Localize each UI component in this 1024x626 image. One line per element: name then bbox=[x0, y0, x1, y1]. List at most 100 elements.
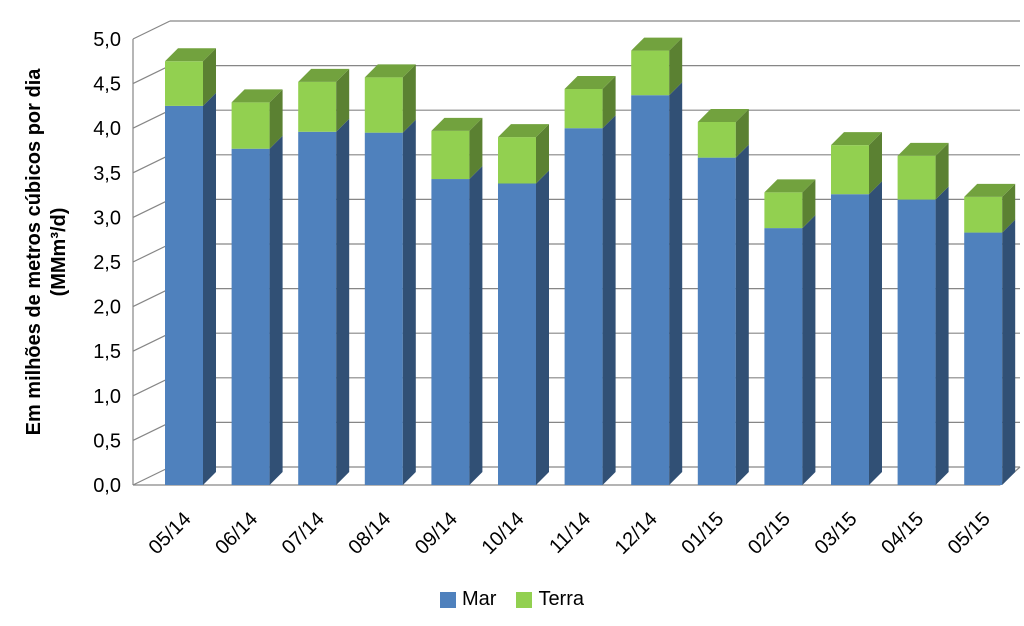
bar-segment-mar bbox=[431, 166, 483, 485]
bar-front bbox=[431, 130, 470, 180]
gridline-side bbox=[132, 466, 171, 486]
bar-front bbox=[564, 128, 603, 485]
bar-segment-terra bbox=[231, 89, 283, 149]
x-tick-label: 07/14 bbox=[278, 508, 329, 559]
x-tick-label: 01/15 bbox=[677, 508, 728, 559]
x-tick-label: 10/14 bbox=[478, 508, 529, 559]
bar-top bbox=[631, 37, 683, 51]
legend-swatch-mar bbox=[439, 591, 456, 608]
bars bbox=[165, 37, 1016, 486]
bar-segment-terra bbox=[697, 108, 749, 158]
gridline-side bbox=[132, 198, 171, 218]
bar-segment-terra bbox=[498, 124, 549, 184]
bar-segment-terra bbox=[431, 117, 483, 180]
x-tick-label: 06/14 bbox=[211, 508, 262, 559]
gridline-side bbox=[132, 20, 171, 40]
bar-front bbox=[631, 50, 670, 96]
bar-front bbox=[831, 145, 869, 195]
bar-side bbox=[802, 179, 816, 229]
bar-side bbox=[669, 82, 683, 486]
bar-side bbox=[869, 132, 882, 195]
gridline-side bbox=[132, 65, 171, 85]
y-tick-label: 1,0 bbox=[93, 386, 121, 408]
bar-segment-terra bbox=[364, 64, 416, 133]
bar-top bbox=[231, 89, 283, 103]
gridline-side bbox=[132, 154, 171, 174]
y-tick-label: 3,0 bbox=[93, 207, 121, 229]
bar-side bbox=[1002, 219, 1016, 485]
bar-segment-mar bbox=[564, 115, 616, 485]
bar-front bbox=[897, 155, 936, 200]
bar-top bbox=[298, 68, 350, 82]
bar-top bbox=[431, 117, 483, 131]
y-tick-label: 3,5 bbox=[93, 163, 121, 185]
bar-front bbox=[231, 148, 270, 485]
y-axis-label-line-1: Em milhões de metros cúbicos por dia bbox=[23, 68, 45, 436]
bar-front bbox=[764, 228, 803, 485]
legend: Mar Terra bbox=[0, 588, 1024, 611]
gridline-side bbox=[132, 377, 171, 397]
x-tick-label: 08/14 bbox=[344, 508, 395, 559]
legend-label-mar: Mar bbox=[461, 588, 497, 610]
bar-front bbox=[564, 88, 603, 129]
bar-front bbox=[764, 192, 803, 229]
bar-segment-terra bbox=[298, 68, 350, 132]
bar-front bbox=[831, 194, 869, 485]
bar-segment-mar bbox=[764, 215, 816, 485]
bar-side bbox=[469, 166, 483, 485]
bar-segment-mar bbox=[298, 118, 350, 485]
bar-front bbox=[165, 105, 203, 486]
bar-front bbox=[498, 137, 536, 184]
bar-top bbox=[697, 108, 749, 122]
bar-top bbox=[165, 48, 216, 62]
bar-top bbox=[964, 183, 1016, 197]
y-tick-label: 1,5 bbox=[93, 341, 121, 363]
y-tick-label: 4,0 bbox=[93, 118, 121, 140]
bar-front bbox=[897, 199, 936, 485]
gridline-side bbox=[132, 421, 171, 441]
bar-top bbox=[897, 142, 949, 156]
bar-front bbox=[298, 81, 337, 132]
legend-label-terra: Terra bbox=[538, 588, 585, 610]
bar-side bbox=[469, 117, 483, 180]
bar-segment-mar bbox=[831, 181, 882, 485]
bar-front bbox=[364, 132, 403, 485]
y-tick-label: 2,0 bbox=[93, 297, 121, 319]
bar-side bbox=[203, 48, 216, 106]
bar-segment-terra bbox=[764, 179, 816, 229]
bar-side bbox=[1002, 183, 1016, 233]
bar-segment-terra bbox=[165, 48, 216, 106]
x-tick-label: 12/14 bbox=[611, 508, 662, 559]
bar-top bbox=[364, 64, 416, 78]
bar-front bbox=[298, 131, 337, 485]
y-axis-ticks: 0,0 0,5 1,0 1,5 2,0 2,5 3,0 3,5 4,0 4,5 5,0 bbox=[93, 29, 121, 497]
bar-top bbox=[498, 124, 549, 138]
x-tick-label: 11/14 bbox=[545, 508, 595, 558]
bar-front bbox=[231, 102, 270, 149]
bar-side bbox=[269, 135, 283, 485]
bar-top bbox=[831, 132, 882, 146]
bar-side bbox=[536, 170, 549, 485]
gridline-side bbox=[132, 109, 171, 129]
stacked-bar-chart: 0,00,51,01,52,02,53,03,54,04,55,0 05/14 0… bbox=[23, 20, 1021, 559]
bar-front bbox=[697, 121, 736, 158]
x-axis-ticks: 05/14 06/14 07/14 08/14 09/14 10/14 11/14 12/14… bbox=[145, 508, 995, 559]
bar-side bbox=[602, 75, 616, 129]
bar-front bbox=[364, 77, 403, 133]
bar-side bbox=[869, 181, 882, 485]
bar-top bbox=[564, 75, 616, 89]
bar-top bbox=[764, 179, 816, 193]
bar-front bbox=[165, 61, 203, 106]
gridline-side bbox=[132, 332, 171, 352]
bar-segment-terra bbox=[564, 75, 616, 129]
y-axis-label-line-2: (MMm³/d) bbox=[48, 208, 70, 297]
bar-side bbox=[336, 68, 350, 132]
bar-side bbox=[336, 118, 350, 485]
x-tick-label: 05/15 bbox=[944, 508, 995, 559]
bar-side bbox=[536, 124, 549, 184]
bar-front bbox=[964, 196, 1003, 233]
bar-segment-mar bbox=[631, 82, 683, 486]
y-tick-label: 4,5 bbox=[93, 74, 121, 96]
bar-segment-mar bbox=[165, 92, 216, 486]
bar-side bbox=[602, 115, 616, 485]
